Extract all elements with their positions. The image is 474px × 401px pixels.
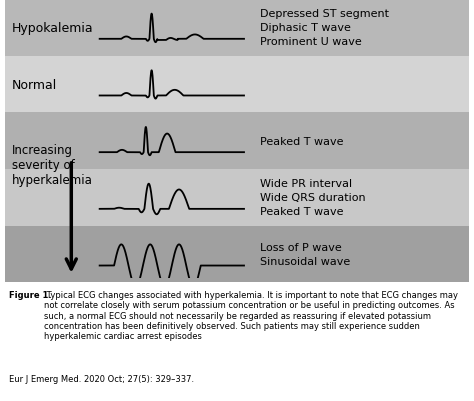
Text: Peaked T wave: Peaked T wave bbox=[260, 136, 344, 146]
Text: Increasing
severity of
hyperkalemia: Increasing severity of hyperkalemia bbox=[12, 144, 93, 186]
Text: Wide PR interval
Wide QRS duration
Peaked T wave: Wide PR interval Wide QRS duration Peake… bbox=[260, 179, 365, 217]
Text: Typical ECG changes associated with hyperkalemia. It is important to note that E: Typical ECG changes associated with hype… bbox=[44, 290, 458, 340]
Text: Hypokalemia: Hypokalemia bbox=[12, 22, 94, 35]
Text: Depressed ST segment
Diphasic T wave
Prominent U wave: Depressed ST segment Diphasic T wave Pro… bbox=[260, 9, 389, 47]
Text: Normal: Normal bbox=[12, 78, 57, 91]
Text: Eur J Emerg Med. 2020 Oct; 27(5): 329–337.: Eur J Emerg Med. 2020 Oct; 27(5): 329–33… bbox=[9, 374, 194, 383]
Text: Loss of P wave
Sinusoidal wave: Loss of P wave Sinusoidal wave bbox=[260, 243, 350, 266]
Text: Figure 1.: Figure 1. bbox=[9, 290, 52, 299]
